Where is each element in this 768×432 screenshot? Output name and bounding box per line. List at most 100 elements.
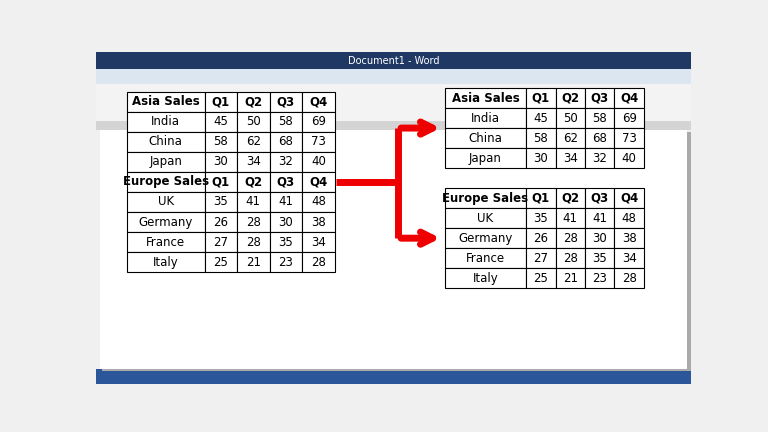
Bar: [302, 252, 335, 272]
Bar: [445, 128, 526, 148]
Text: 38: 38: [311, 216, 326, 229]
Text: 23: 23: [592, 272, 607, 285]
Text: 26: 26: [214, 216, 228, 229]
Bar: [526, 188, 555, 208]
Text: 25: 25: [214, 256, 228, 269]
Text: Europe Sales: Europe Sales: [442, 192, 528, 205]
Bar: [526, 148, 555, 168]
Bar: [526, 268, 555, 288]
Bar: [270, 152, 302, 172]
Bar: [555, 228, 585, 248]
Text: 25: 25: [534, 272, 548, 285]
Bar: [302, 212, 335, 232]
Bar: [614, 268, 644, 288]
Bar: [526, 208, 555, 228]
Bar: [96, 69, 691, 121]
Text: Q1: Q1: [212, 175, 230, 188]
Text: 28: 28: [622, 272, 637, 285]
Bar: [526, 128, 555, 148]
Bar: [526, 228, 555, 248]
Bar: [237, 152, 270, 172]
Text: 68: 68: [279, 135, 293, 149]
Text: 38: 38: [622, 232, 637, 245]
Text: 21: 21: [563, 272, 578, 285]
Bar: [204, 172, 237, 192]
Text: India: India: [151, 115, 180, 128]
Bar: [302, 132, 335, 152]
Text: Japan: Japan: [149, 156, 182, 168]
Bar: [127, 252, 204, 272]
Bar: [270, 112, 302, 132]
Text: Q2: Q2: [561, 92, 579, 105]
Bar: [270, 252, 302, 272]
Bar: [127, 92, 204, 112]
Text: China: China: [149, 135, 183, 149]
Text: 62: 62: [246, 135, 261, 149]
Bar: [237, 132, 270, 152]
Text: 21: 21: [246, 256, 261, 269]
Bar: [270, 172, 302, 192]
Bar: [555, 88, 585, 108]
Bar: [614, 188, 644, 208]
Bar: [237, 252, 270, 272]
Text: Japan: Japan: [469, 152, 502, 165]
Bar: [127, 132, 204, 152]
Text: 73: 73: [622, 132, 637, 145]
Text: 35: 35: [214, 196, 228, 209]
Bar: [127, 152, 204, 172]
Bar: [237, 172, 270, 192]
Bar: [614, 108, 644, 128]
Bar: [585, 108, 614, 128]
Text: 28: 28: [563, 252, 578, 265]
Text: 41: 41: [246, 196, 261, 209]
Bar: [127, 212, 204, 232]
Bar: [204, 92, 237, 112]
Text: Italy: Italy: [472, 272, 498, 285]
Text: Q3: Q3: [591, 192, 609, 205]
Text: 34: 34: [622, 252, 637, 265]
Text: 32: 32: [279, 156, 293, 168]
Text: 34: 34: [311, 235, 326, 248]
Bar: [237, 112, 270, 132]
Bar: [204, 252, 237, 272]
Bar: [614, 248, 644, 268]
Text: Q3: Q3: [276, 95, 295, 108]
Text: 50: 50: [246, 115, 260, 128]
Text: Q2: Q2: [244, 95, 263, 108]
Text: 41: 41: [563, 212, 578, 225]
Text: Q4: Q4: [310, 95, 327, 108]
Text: 58: 58: [214, 135, 228, 149]
Bar: [555, 108, 585, 128]
Text: Q3: Q3: [276, 175, 295, 188]
Text: Q2: Q2: [244, 175, 263, 188]
Bar: [585, 248, 614, 268]
Bar: [585, 88, 614, 108]
Bar: [302, 172, 335, 192]
Bar: [585, 128, 614, 148]
Bar: [127, 192, 204, 212]
Text: Q4: Q4: [310, 175, 327, 188]
Text: 50: 50: [563, 111, 578, 124]
Text: 26: 26: [533, 232, 548, 245]
Text: France: France: [146, 235, 185, 248]
Bar: [102, 132, 691, 372]
Text: 30: 30: [214, 156, 228, 168]
Text: 68: 68: [592, 132, 607, 145]
Text: Q4: Q4: [620, 92, 638, 105]
Text: Q2: Q2: [561, 192, 579, 205]
Bar: [302, 232, 335, 252]
Bar: [96, 121, 691, 130]
Bar: [526, 248, 555, 268]
Text: 45: 45: [534, 111, 548, 124]
Text: 28: 28: [246, 216, 261, 229]
Text: UK: UK: [478, 212, 494, 225]
Text: 69: 69: [622, 111, 637, 124]
Bar: [555, 208, 585, 228]
Text: Q3: Q3: [591, 92, 609, 105]
Text: Q1: Q1: [531, 192, 550, 205]
Text: Q4: Q4: [620, 192, 638, 205]
Text: 73: 73: [311, 135, 326, 149]
Bar: [204, 132, 237, 152]
Bar: [614, 228, 644, 248]
Bar: [302, 112, 335, 132]
